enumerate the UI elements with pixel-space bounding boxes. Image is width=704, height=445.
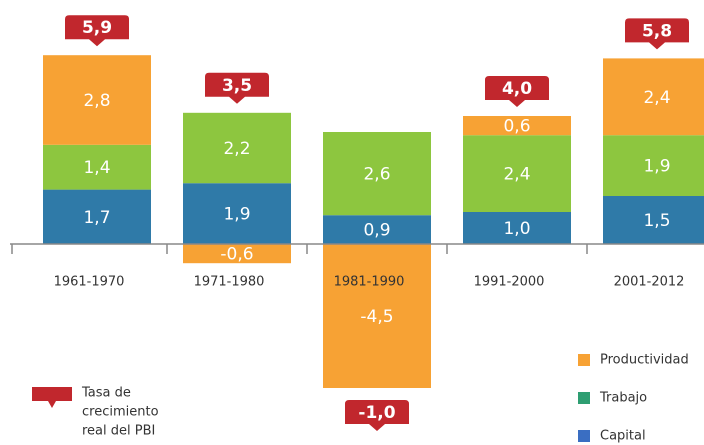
bar-segment xyxy=(463,135,571,212)
total-label: 4,0 xyxy=(502,79,532,99)
bar-segment xyxy=(323,132,431,216)
bar-segment xyxy=(43,144,151,190)
bar-segment xyxy=(463,212,571,244)
value-label: 2,2 xyxy=(223,139,250,159)
x-tick-label: 1991-2000 xyxy=(474,275,545,290)
legend-label: Productividad xyxy=(600,353,689,368)
legend-label: crecimiento xyxy=(82,405,159,420)
total-badge xyxy=(65,15,129,47)
value-label: 2,4 xyxy=(503,165,530,185)
bar-segment xyxy=(323,244,431,388)
value-label: 2,4 xyxy=(643,88,670,108)
legend-swatch xyxy=(578,392,590,404)
value-label: 1,9 xyxy=(223,205,250,225)
total-badge xyxy=(485,76,549,107)
bar-segment xyxy=(183,183,291,244)
value-label: -4,5 xyxy=(360,307,393,327)
legend-label: Tasa de xyxy=(81,386,131,401)
total-label: 3,5 xyxy=(222,76,252,96)
total-label: 5,9 xyxy=(82,18,112,38)
value-label: 0,6 xyxy=(503,117,530,137)
value-label: 2,6 xyxy=(363,165,390,185)
bar-segment xyxy=(463,116,571,136)
x-tick-label: 1961-1970 xyxy=(54,275,125,290)
value-label: 2,8 xyxy=(83,91,110,111)
bar-segment xyxy=(603,135,704,196)
value-label: -0,6 xyxy=(220,245,253,265)
value-label: 1,4 xyxy=(83,158,110,178)
bar-segment xyxy=(43,55,151,145)
total-badge xyxy=(625,18,689,50)
legend-label: Capital xyxy=(600,429,646,444)
value-label: 1,9 xyxy=(643,157,670,177)
value-label: 1,7 xyxy=(83,208,110,228)
bar-segment xyxy=(183,112,291,184)
value-label: 1,0 xyxy=(503,219,530,239)
bar-segment xyxy=(603,196,704,244)
legend-label: Trabajo xyxy=(599,391,647,406)
value-label: 0,9 xyxy=(363,221,390,241)
legend-badge xyxy=(32,387,72,408)
total-badge xyxy=(205,72,269,104)
legend-label: real del PBI xyxy=(82,424,155,439)
bar-segment xyxy=(183,244,291,264)
bar-segment xyxy=(603,58,704,136)
x-tick-label: 2001-2012 xyxy=(614,275,685,290)
legend-swatch xyxy=(578,354,590,366)
bar-segment xyxy=(43,189,151,244)
total-label: -1,0 xyxy=(358,403,395,423)
x-tick-label: 1981-1990 xyxy=(334,275,405,290)
total-label: 5,8 xyxy=(642,21,672,41)
total-badge xyxy=(345,400,409,431)
legend-swatch xyxy=(578,430,590,442)
bar-segment xyxy=(323,215,431,244)
value-label: 1,5 xyxy=(643,211,670,231)
x-tick-label: 1971-1980 xyxy=(194,275,265,290)
